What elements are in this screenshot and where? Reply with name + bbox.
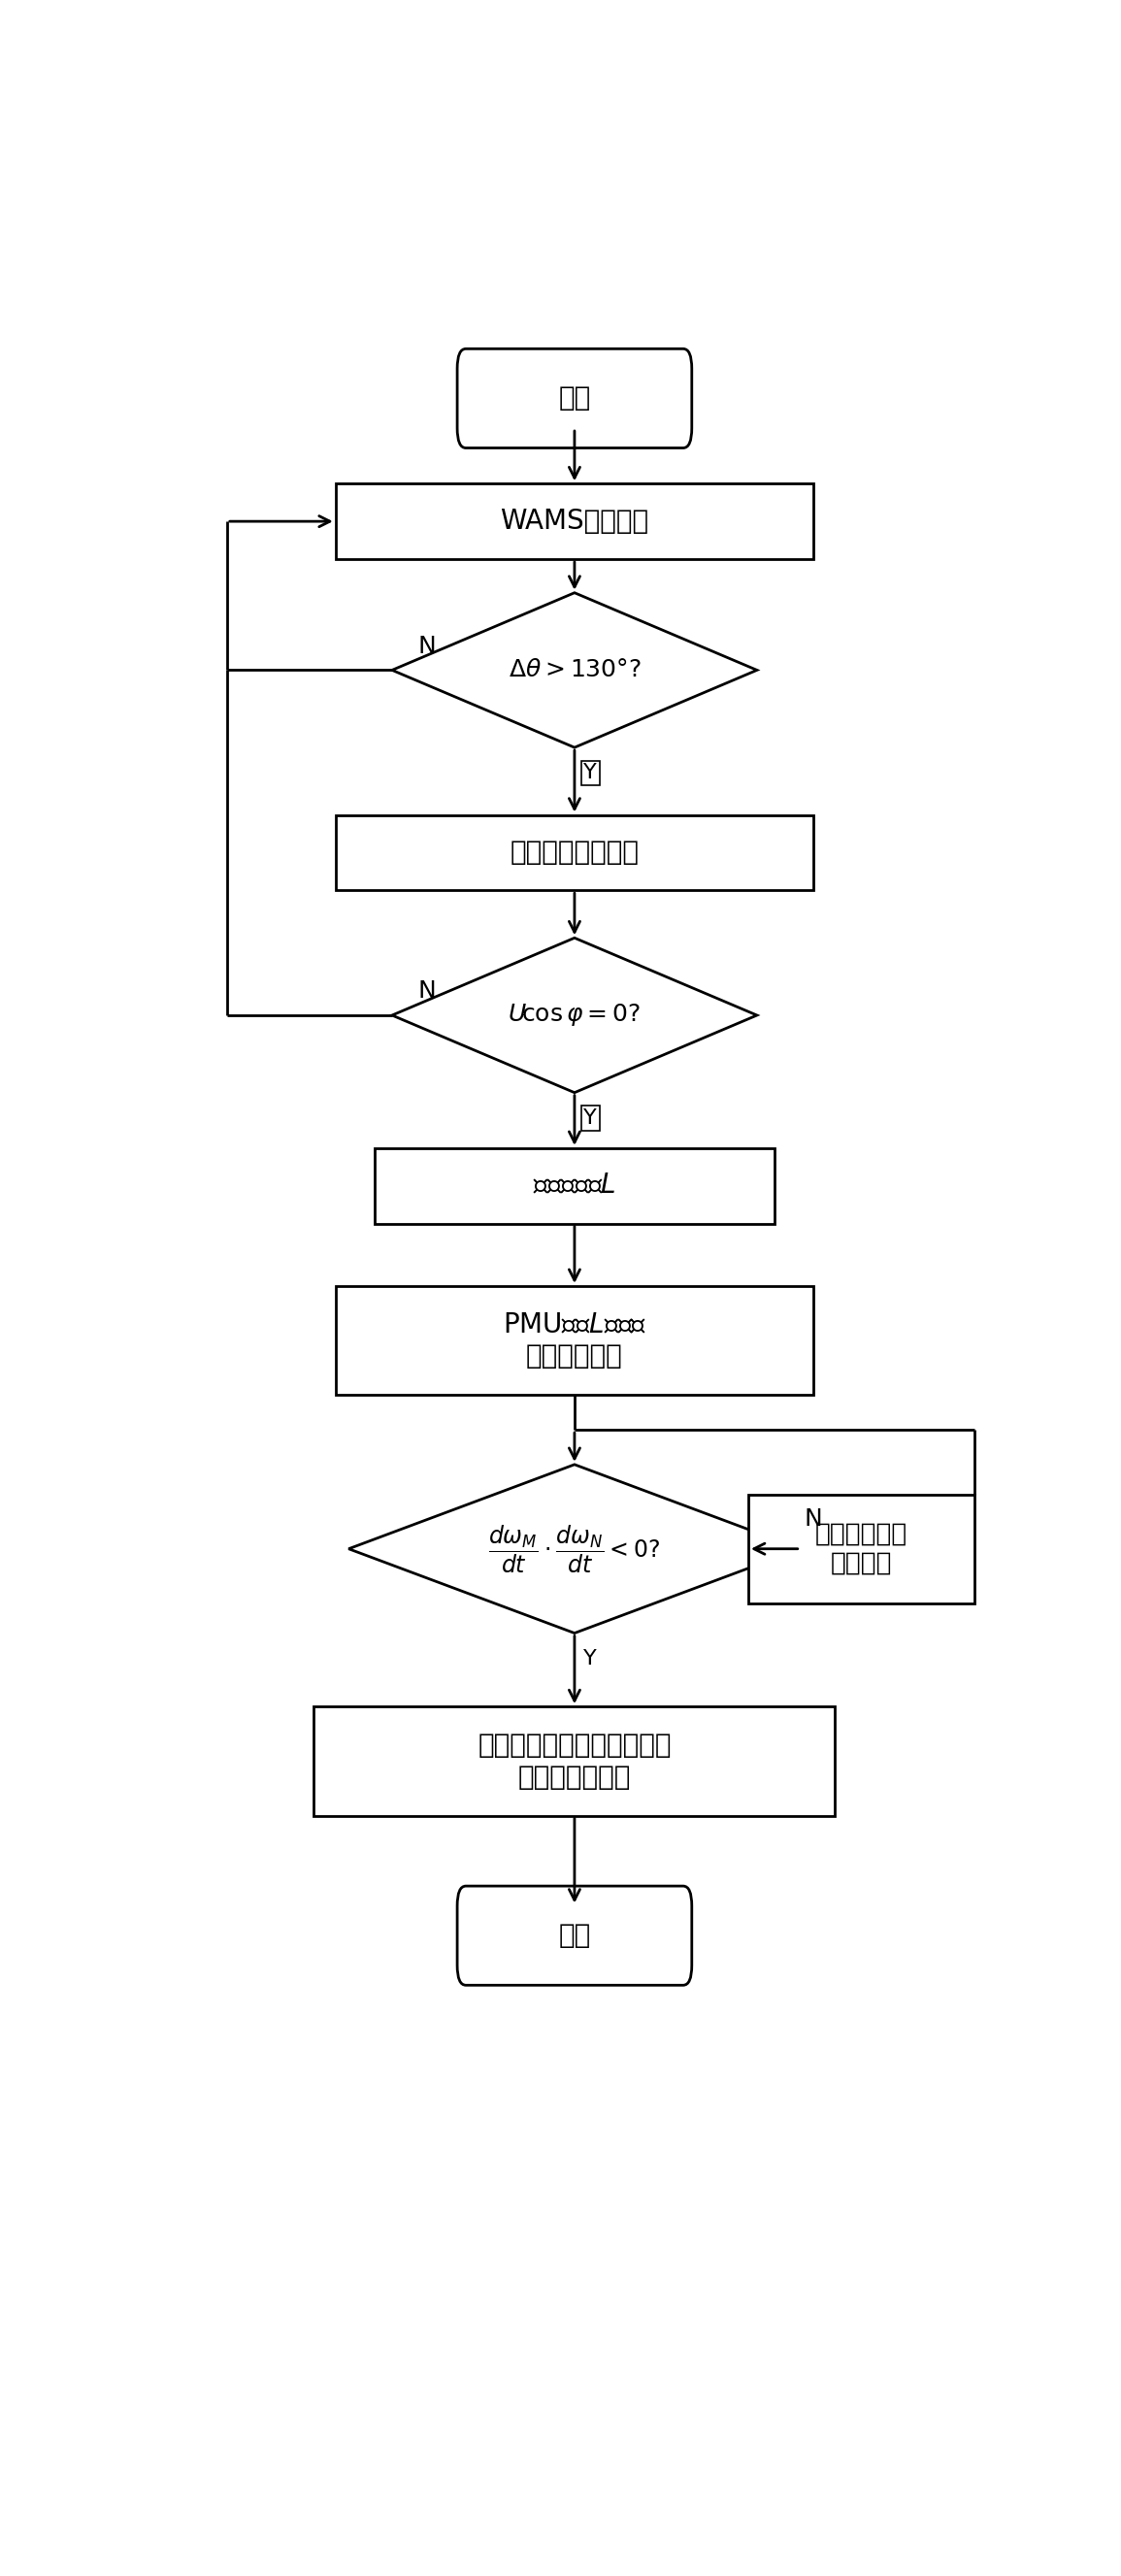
Polygon shape	[392, 938, 757, 1092]
Text: $\dfrac{d\omega_M}{dt}\cdot\dfrac{d\omega_N}{dt}<0?$: $\dfrac{d\omega_M}{dt}\cdot\dfrac{d\omeg…	[489, 1522, 660, 1574]
Text: 发出解列信号给最优断面处
解列装置并解列: 发出解列信号给最优断面处 解列装置并解列	[478, 1731, 671, 1790]
Text: Y: Y	[583, 1649, 596, 1669]
Text: 结束: 结束	[558, 1922, 591, 1950]
FancyBboxPatch shape	[457, 348, 692, 448]
Text: Y: Y	[583, 1108, 596, 1128]
Bar	[314, 1705, 835, 1816]
Polygon shape	[349, 1466, 800, 1633]
Bar	[335, 814, 814, 891]
Bar	[374, 1149, 775, 1224]
Bar	[749, 1494, 974, 1602]
Bar	[335, 1285, 814, 1396]
Bar	[335, 484, 814, 559]
Polygon shape	[392, 592, 757, 747]
Text: 对下一条线路
进行判断: 对下一条线路 进行判断	[815, 1522, 907, 1577]
Text: 确定线路集$\mathit{L}$: 确定线路集$\mathit{L}$	[532, 1172, 617, 1200]
Text: $\Delta\theta>130°?$: $\Delta\theta>130°?$	[508, 659, 641, 683]
Text: N: N	[418, 634, 436, 657]
Text: 开始: 开始	[558, 384, 591, 412]
Text: Y: Y	[583, 762, 596, 783]
Text: N: N	[418, 979, 436, 1002]
Text: WAMS在线监测: WAMS在线监测	[500, 507, 649, 536]
Text: PMU测量$\mathit{L}$中所有
线路两端频率: PMU测量$\mathit{L}$中所有 线路两端频率	[502, 1311, 647, 1370]
Text: 启动系统失步判据: 启动系统失步判据	[510, 840, 639, 866]
FancyBboxPatch shape	[457, 1886, 692, 1986]
Text: N: N	[805, 1507, 823, 1530]
Text: $\mathit{U}\!\cos\varphi=0?$: $\mathit{U}\!\cos\varphi=0?$	[508, 1002, 641, 1028]
